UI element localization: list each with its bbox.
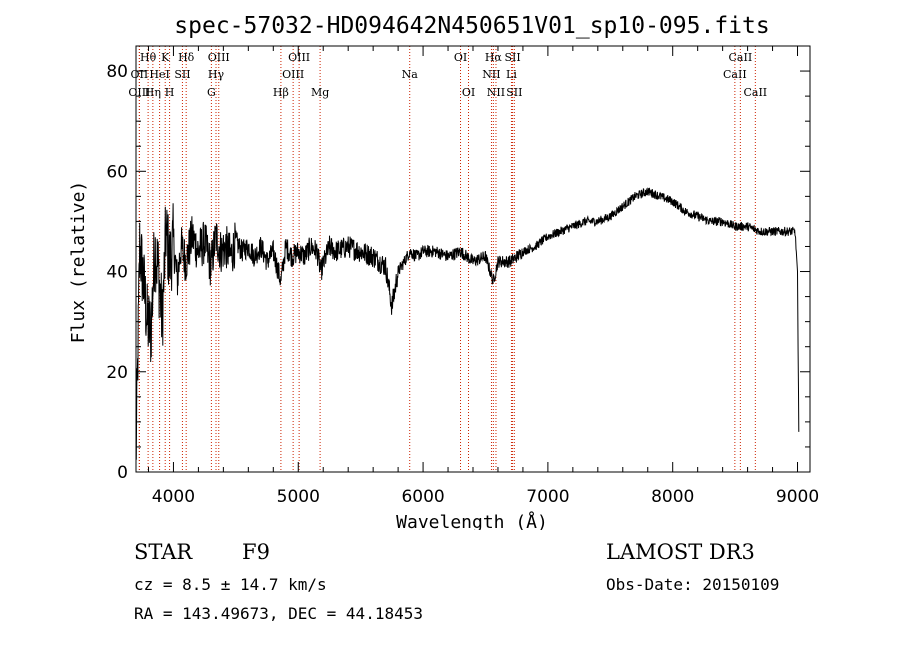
line-label-17: OI [454, 51, 467, 64]
y-tick-label-0: 0 [117, 463, 128, 483]
line-label-27: CaII [743, 86, 767, 99]
line-label-12: OIII [288, 51, 310, 64]
object-type: STAR [134, 540, 193, 564]
y-axis: 0 20 40 60 80 [106, 62, 810, 483]
y-tick-label-20: 20 [106, 363, 128, 383]
spectral-subclass: F9 [242, 540, 270, 564]
line-label-10: Hγ [208, 68, 225, 81]
line-label-9: OIII [208, 51, 230, 64]
line-labels: Hθ OII OIII K HeI Hη SII H Hδ OIII Hγ G OIII OIII Hβ Mg… [128, 51, 767, 99]
spectrum-series [135, 187, 800, 460]
x-axis: 4000 5000 6000 7000 8000 9000 [147, 46, 819, 507]
line-label-5: Hη [145, 86, 161, 99]
line-label-15: Mg [311, 86, 329, 99]
line-label-6: SII [174, 68, 190, 81]
line-label-16: Na [402, 68, 419, 81]
line-label-2: OIII [128, 86, 150, 99]
line-label-11: G [207, 86, 216, 99]
x-axis-label: Wavelength (Å) [396, 511, 548, 530]
x-tick-label-4000: 4000 [152, 487, 195, 507]
y-tick-label-40: 40 [106, 263, 128, 283]
survey-name: LAMOST DR3 [606, 540, 755, 564]
y-tick-label-80: 80 [106, 62, 128, 82]
line-label-18: OI [462, 86, 475, 99]
line-label-4: HeI [149, 68, 169, 81]
line-label-3: K [161, 51, 170, 64]
line-label-0: Hθ [140, 51, 157, 64]
line-label-13: OIII [282, 68, 304, 81]
line-label-19: Hα [485, 51, 503, 64]
x-tick-label-8000: 8000 [651, 487, 694, 507]
x-tick-label-7000: 7000 [526, 487, 569, 507]
line-label-20: NII [482, 68, 500, 81]
line-label-22: SII [504, 51, 520, 64]
x-tick-label-6000: 6000 [401, 487, 444, 507]
line-label-7: H [165, 86, 175, 99]
observation-date: Obs-Date: 20150109 [606, 575, 780, 594]
y-axis-label: Flux (relative) [68, 181, 89, 344]
line-markers [138, 46, 756, 472]
sky-coordinates: RA = 143.49673, DEC = 44.18453 [134, 604, 423, 623]
x-tick-label-5000: 5000 [277, 487, 320, 507]
line-label-1: OII [131, 68, 149, 81]
spectrum-chart: spec-57032-HD094642N450651V01_sp10-095.f… [68, 13, 819, 530]
x-tick-label-9000: 9000 [776, 487, 819, 507]
line-label-26: CaII [723, 68, 747, 81]
spectrum-line [135, 187, 800, 460]
line-label-14: Hβ [273, 86, 289, 99]
y-tick-label-60: 60 [106, 162, 128, 182]
line-label-8: Hδ [178, 51, 195, 64]
line-label-24: SII [506, 86, 522, 99]
redshift-velocity: cz = 8.5 ± 14.7 km/s [134, 575, 327, 594]
line-label-23: Li [506, 68, 517, 81]
chart-title: spec-57032-HD094642N450651V01_sp10-095.f… [174, 13, 769, 39]
line-label-25: CaII [729, 51, 753, 64]
line-label-21: NII [487, 86, 505, 99]
